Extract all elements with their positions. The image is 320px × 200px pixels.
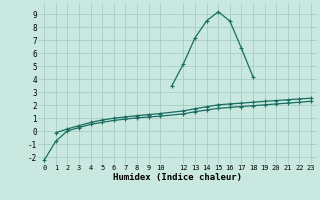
X-axis label: Humidex (Indice chaleur): Humidex (Indice chaleur) (113, 173, 242, 182)
